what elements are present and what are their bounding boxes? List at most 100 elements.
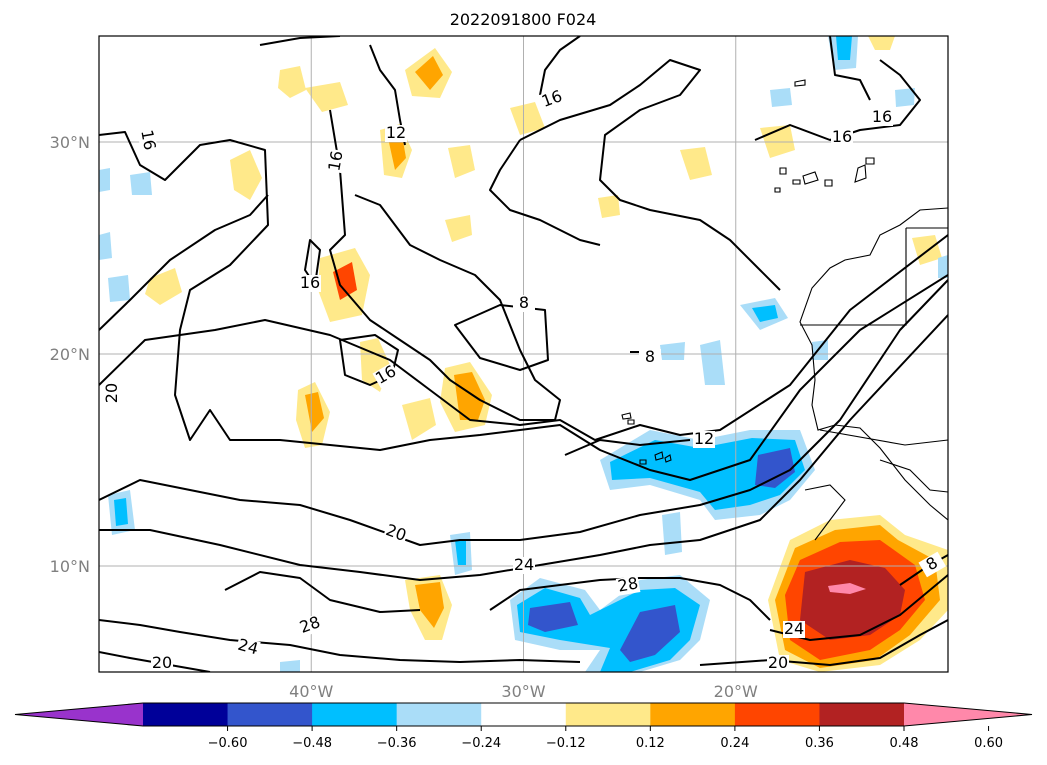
shade-cell-4-core <box>415 582 444 628</box>
contour-label-bg <box>235 636 261 659</box>
contour-line-16b <box>329 109 561 421</box>
shade-cell-1-core <box>333 262 357 300</box>
shade-cell-2-core <box>454 372 485 420</box>
contour-label-bg <box>299 275 321 292</box>
coastlines <box>621 79 948 541</box>
lon-tick-label: 20°W <box>714 682 758 701</box>
contour-line-20 <box>99 279 948 546</box>
shade-cell-7-core <box>388 135 406 170</box>
colorbar-tick-label: −0.48 <box>292 736 332 751</box>
contour-line-28b <box>489 577 771 621</box>
contour-line-12c <box>564 439 691 456</box>
contour-line-12 <box>99 234 948 441</box>
shade-cool-cell-11 <box>280 660 300 672</box>
contour-label-bg <box>382 521 410 546</box>
colorbar-segment <box>734 703 820 726</box>
shade-cool-cell-15 <box>99 168 110 192</box>
shade-cell-17 <box>598 195 620 218</box>
contour-label-bg <box>918 551 947 578</box>
shade-cell-14 <box>510 102 545 135</box>
shade-cell-9 <box>278 66 348 112</box>
contour-label-bg <box>783 621 805 638</box>
colorbar-segment <box>227 703 313 726</box>
contour-label: 24 <box>784 619 804 638</box>
islands-madeira <box>794 79 806 87</box>
border-4 <box>879 459 948 493</box>
map-frame <box>98 35 949 673</box>
contour-label-bg <box>639 349 661 366</box>
colorbar-segment <box>650 703 736 726</box>
colorbar-extend-high <box>904 703 1032 726</box>
shade-cool-cell-4 <box>662 512 682 555</box>
contour-label: 16 <box>137 128 159 151</box>
contour-label: 16 <box>324 149 346 172</box>
shade-cell-3-core <box>305 392 324 432</box>
contour-label-bg <box>538 87 566 112</box>
contour-label-bg <box>767 655 789 672</box>
contour-label-bg <box>296 613 324 638</box>
contour-line-24b <box>99 619 581 663</box>
contour-label: 20 <box>768 653 788 672</box>
coastline-africa <box>799 207 948 521</box>
shade-cool-cell-8 <box>770 88 792 107</box>
shade-cell-8 <box>230 150 262 200</box>
islands-canary <box>774 157 875 193</box>
colorbar-tick-label: 0.12 <box>636 736 665 751</box>
colorbar-tick-label: 0.24 <box>720 736 749 751</box>
contour-label: 8 <box>645 347 655 366</box>
contour-label-bg <box>693 431 715 448</box>
contour-line-20b <box>99 194 269 331</box>
shade-cool-cell-10 <box>660 342 685 360</box>
contour-line-8 <box>454 304 549 371</box>
contour-label: 24 <box>236 635 261 659</box>
lat-tick-label: 30°N <box>50 133 90 152</box>
lat-tick-label: 20°N <box>50 345 90 364</box>
contour-label: 24 <box>514 555 534 574</box>
contour-label: 16 <box>832 127 852 146</box>
contour-line-20d <box>699 619 948 666</box>
colorbar-segment <box>396 703 482 726</box>
shade-cell-12 <box>680 147 712 180</box>
contour-label-bg <box>831 129 853 146</box>
shade-cool-cell-13 <box>812 340 828 360</box>
colorbar-tick-label: −0.60 <box>208 736 248 751</box>
contour-label-bg <box>615 575 641 596</box>
contour-label-bg <box>151 655 173 672</box>
shade-cell-19 <box>402 398 436 440</box>
shade-blob-africa-max <box>800 560 905 640</box>
contour-label: 8 <box>519 293 529 312</box>
contour-line-28 <box>224 571 421 613</box>
contour-line-16c <box>519 59 781 291</box>
contour-label-bg <box>326 148 347 174</box>
contour-line-16h <box>539 36 581 96</box>
chart-title: 2022091800 F024 <box>450 10 597 29</box>
islands-capeverde <box>621 412 672 465</box>
shade-blob-africa-peak <box>828 583 866 594</box>
lon-tick-label: 30°W <box>501 682 545 701</box>
contour-label: 28 <box>616 573 639 595</box>
contour-label: 12 <box>694 429 714 448</box>
colorbar-tick-label: 0.36 <box>805 736 834 751</box>
colorbar-tick-label: 0.60 <box>974 736 1003 751</box>
contour-label-bg <box>137 127 158 153</box>
colorbar-tick-label: −0.12 <box>546 736 586 751</box>
contour-label-bg <box>385 125 407 142</box>
colorbar: −0.60 −0.48 −0.36 −0.24 −0.12 0.12 0.24 0.36 0.4… <box>14 702 1033 751</box>
shade-cell-10 <box>145 268 182 305</box>
shade-cool-cell-3-core <box>455 540 466 565</box>
shade-cell-18 <box>868 36 895 50</box>
shade-blob-south-core <box>528 602 680 662</box>
shade-cool-cell-14 <box>99 232 112 260</box>
shaded-field <box>99 36 948 672</box>
colorbar-tick-label: −0.36 <box>377 736 417 751</box>
contour-label-bg <box>372 362 401 389</box>
colorbar-segment <box>143 703 229 726</box>
colorbar-segment <box>481 703 567 726</box>
contour-line-20c <box>99 651 211 672</box>
shade-cool-cell-9 <box>130 172 152 195</box>
shade-cool-cell-16 <box>938 255 948 278</box>
shade-cool-cell-1-core <box>752 305 778 322</box>
shade-cool-cell-12 <box>895 88 915 107</box>
colorbar-outline <box>14 702 1033 727</box>
